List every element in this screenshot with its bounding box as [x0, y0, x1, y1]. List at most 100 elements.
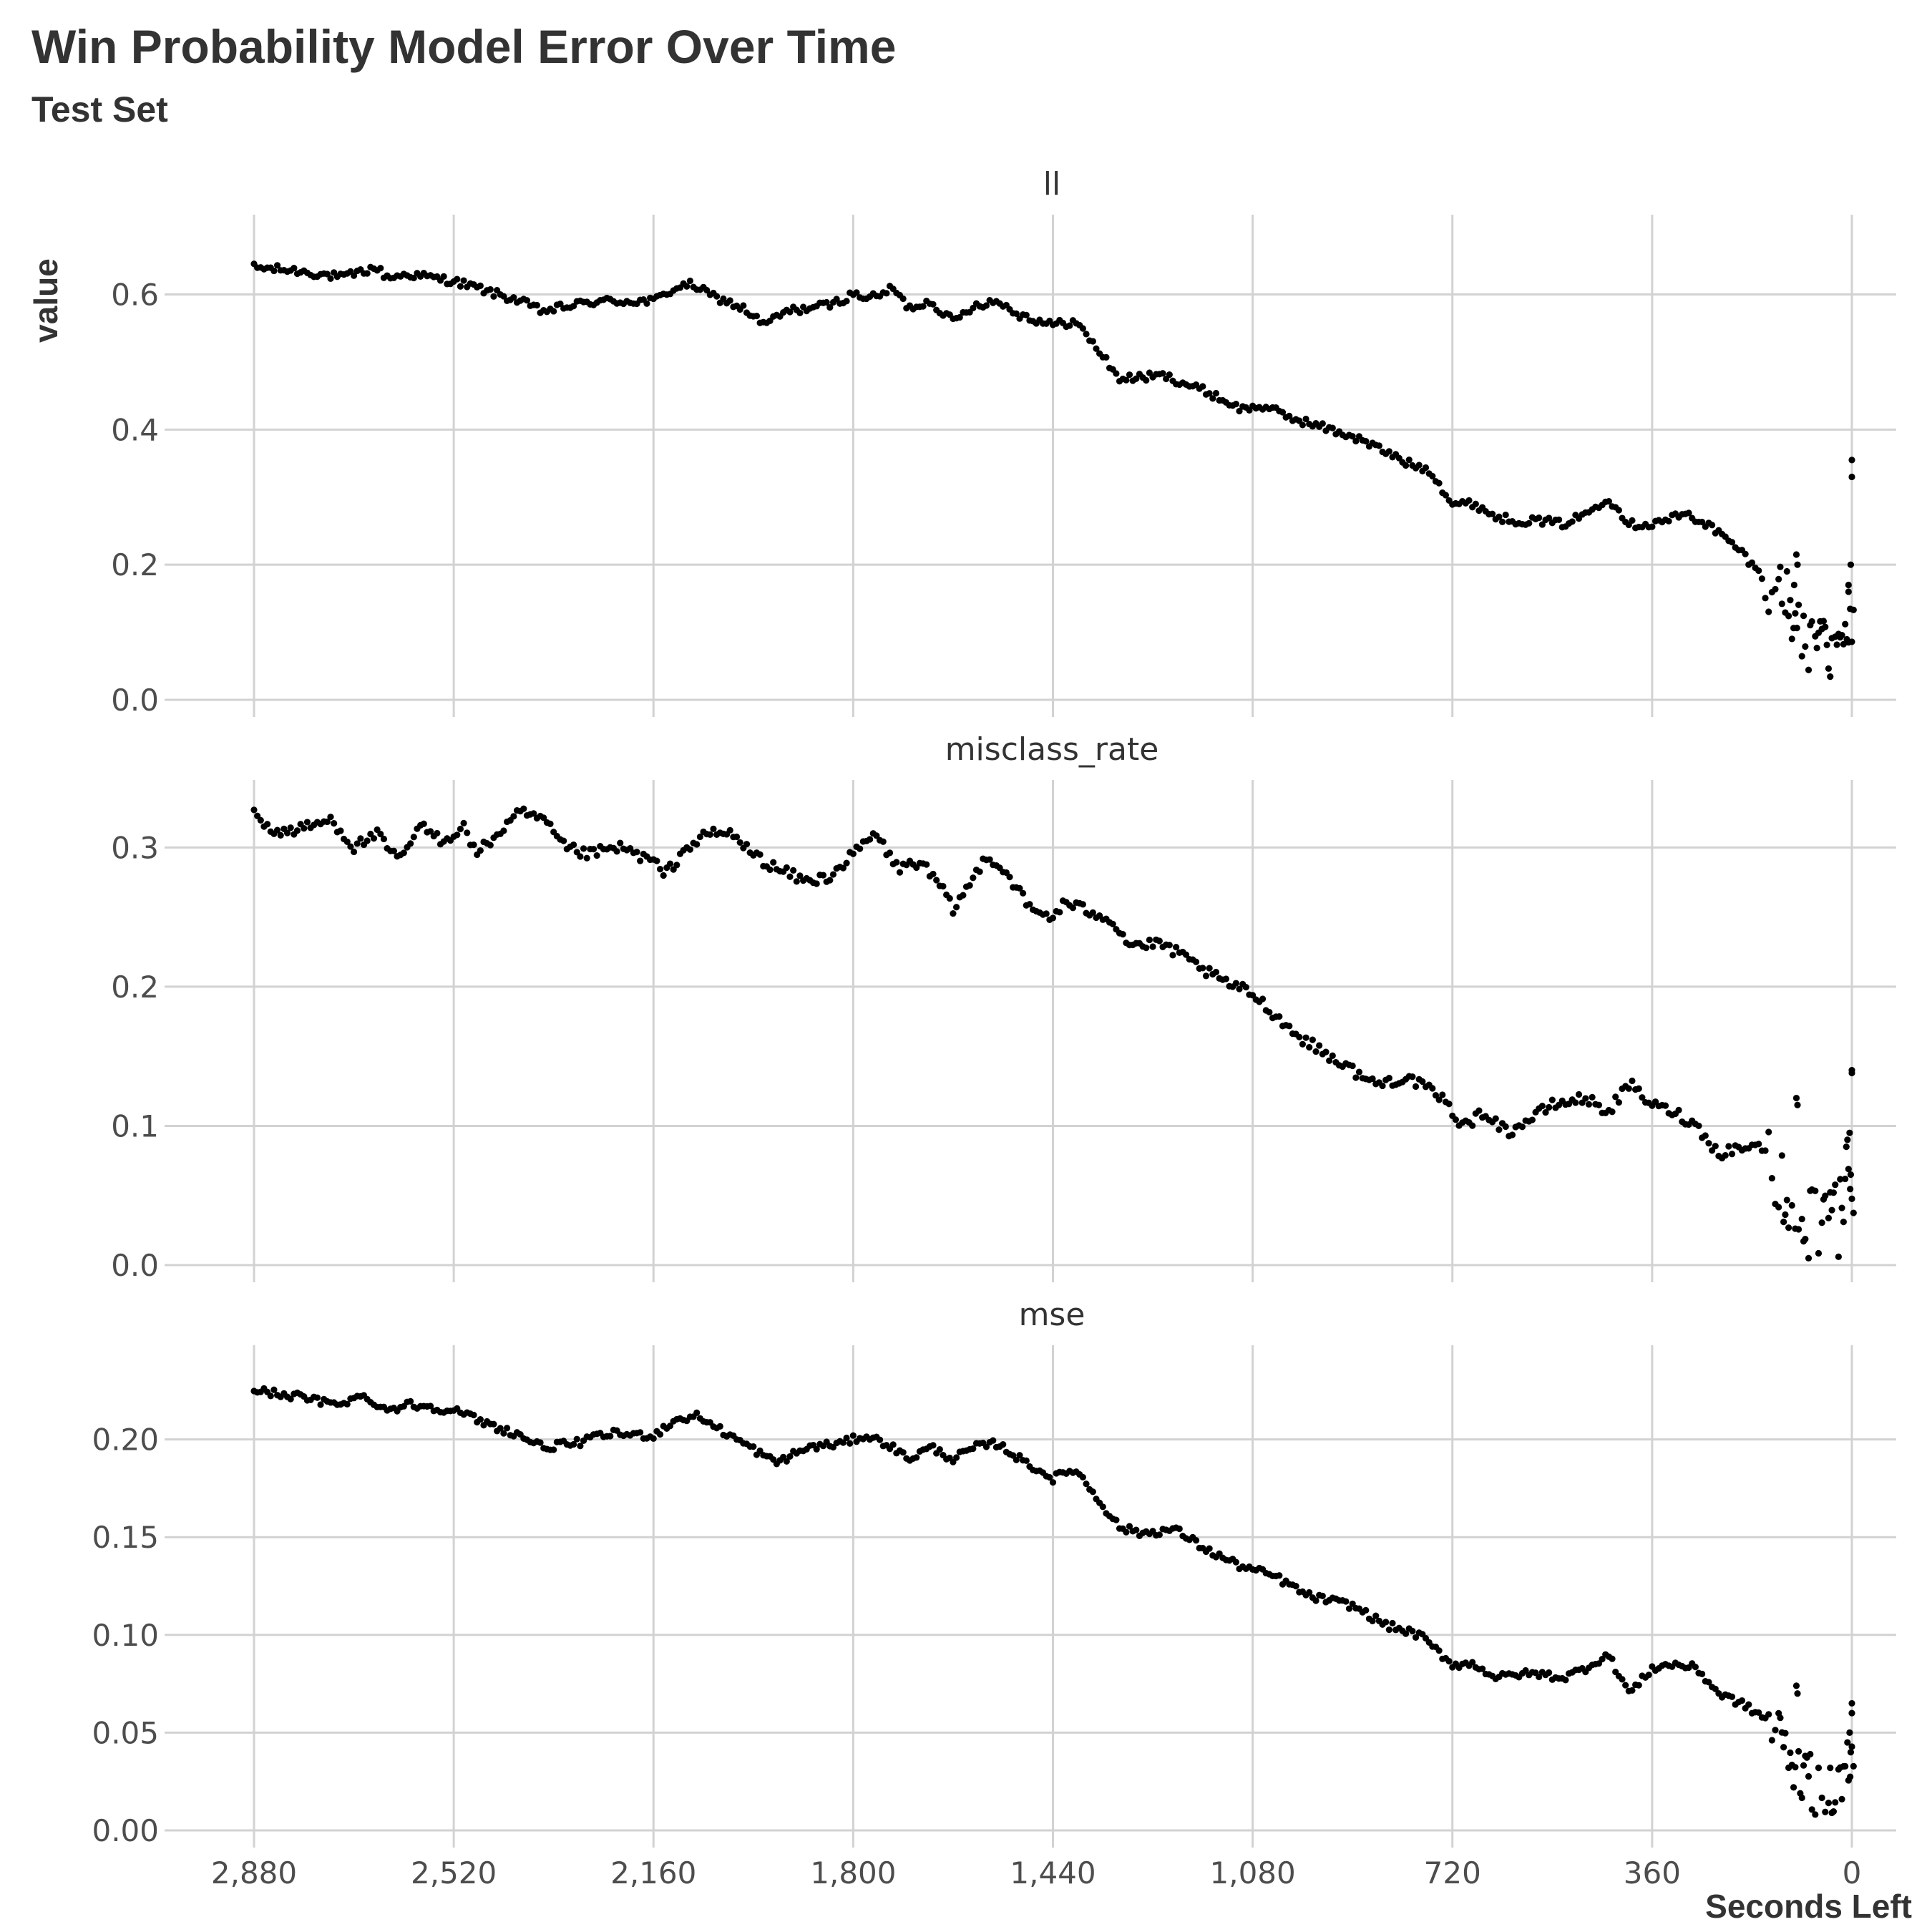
data-point [1778, 1152, 1785, 1159]
data-point [1379, 1082, 1386, 1090]
data-point [1825, 1800, 1833, 1807]
data-point [1585, 1101, 1593, 1108]
data-point [1472, 500, 1479, 507]
data-point [726, 297, 733, 304]
data-point [1103, 353, 1110, 361]
data-point [377, 830, 384, 838]
data-point [477, 847, 484, 854]
data-point [1369, 1617, 1376, 1624]
data-point [350, 848, 358, 856]
data-point [786, 873, 794, 880]
data-point [1846, 1129, 1853, 1136]
data-point [1815, 1249, 1823, 1257]
data-point [1382, 1619, 1390, 1626]
data-point [1807, 1750, 1814, 1758]
data-point [1725, 1143, 1732, 1150]
data-point [1405, 457, 1413, 464]
data-point [377, 265, 384, 272]
data-point [550, 1446, 557, 1453]
data-point [1832, 1181, 1839, 1189]
data-point [796, 872, 804, 879]
data-point [1126, 1523, 1133, 1530]
data-point [1822, 623, 1829, 630]
data-point [1635, 1682, 1642, 1689]
y-tick-label: 0.0 [111, 683, 159, 718]
data-point [1777, 563, 1784, 570]
data-point [653, 857, 660, 864]
data-point [1286, 412, 1293, 419]
x-tick-label: 2,880 [211, 1855, 297, 1890]
data-point [410, 274, 417, 282]
data-point [1056, 909, 1063, 916]
x-tick-label: 360 [1624, 1855, 1681, 1890]
data-point [970, 874, 977, 882]
data-point [1375, 442, 1383, 449]
data-point [986, 856, 993, 863]
data-point [1209, 395, 1216, 402]
data-point [1066, 322, 1073, 329]
data-point [350, 272, 358, 279]
data-point [1432, 1092, 1440, 1099]
data-point [1777, 1714, 1784, 1722]
data-point [966, 882, 973, 889]
data-point [1845, 581, 1852, 589]
data-point [1848, 1195, 1855, 1202]
data-point [1409, 1073, 1416, 1080]
data-point [1322, 1048, 1330, 1055]
data-point [933, 877, 940, 884]
data-point [1389, 1619, 1396, 1627]
data-point [1705, 1140, 1712, 1147]
data-point [1089, 1488, 1096, 1496]
data-point [1236, 985, 1243, 992]
data-point [477, 1416, 484, 1423]
data-point [1312, 1048, 1319, 1055]
data-point [270, 267, 278, 275]
data-point [1805, 666, 1813, 673]
data-point [1429, 472, 1436, 480]
data-point [1768, 1174, 1775, 1182]
data-point [1133, 1526, 1140, 1533]
data-point [1800, 613, 1807, 620]
data-point [1794, 1101, 1801, 1108]
data-point [1556, 516, 1563, 524]
data-point [952, 904, 960, 911]
data-point [756, 1447, 763, 1455]
data-point [460, 277, 467, 284]
data-point [1528, 1116, 1536, 1123]
data-point [819, 872, 827, 879]
data-point [293, 827, 301, 834]
data-point [343, 1400, 351, 1407]
data-point [1562, 1677, 1569, 1684]
data-point [970, 304, 977, 312]
data-point [490, 1420, 497, 1428]
data-point [1445, 1658, 1453, 1665]
data-point [686, 846, 694, 853]
data-point [1435, 1647, 1443, 1654]
data-point [337, 827, 344, 834]
data-point [1815, 1765, 1823, 1772]
data-point [703, 286, 711, 294]
data-point [1302, 1034, 1309, 1041]
data-point [849, 850, 857, 857]
data-point [1043, 910, 1050, 917]
data-point [407, 840, 414, 847]
data-point [1542, 1109, 1549, 1116]
data-point [833, 296, 840, 303]
data-point [1016, 884, 1023, 892]
data-point [956, 313, 963, 321]
y-tick-label: 0.3 [111, 830, 159, 865]
data-point [420, 820, 427, 827]
data-point [500, 827, 507, 834]
data-point [1798, 1215, 1805, 1223]
x-tick-label: 1,800 [810, 1855, 896, 1890]
data-point [1329, 424, 1336, 431]
data-point [577, 853, 584, 860]
data-point [1847, 1171, 1855, 1179]
data-point [1326, 1057, 1333, 1065]
data-point [1792, 551, 1800, 558]
data-point [1609, 1655, 1616, 1662]
data-point [1783, 1196, 1790, 1204]
data-point [1798, 1794, 1805, 1802]
y-tick-label: 0.4 [111, 412, 159, 447]
data-point [1329, 1052, 1336, 1059]
